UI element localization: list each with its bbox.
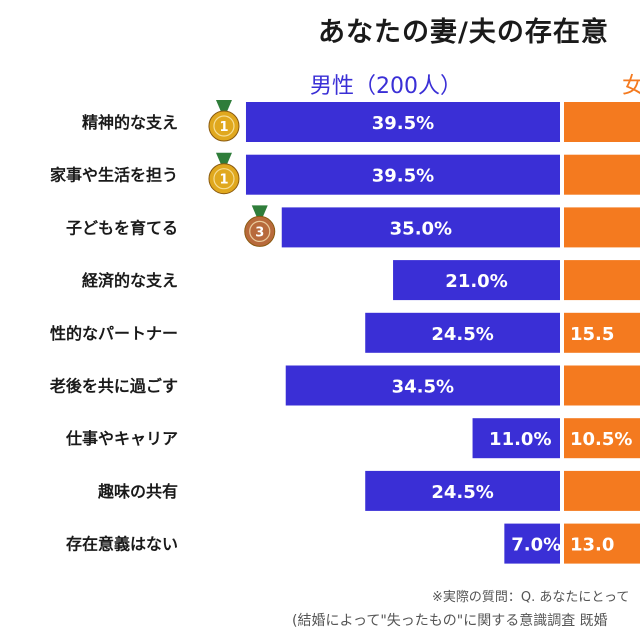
data-label-male: 34.5% <box>392 377 454 398</box>
medal-rank: 1 <box>219 173 228 188</box>
bar-male <box>365 470 560 511</box>
data-label-male: 21.0% <box>445 271 507 292</box>
category-label: 家事や生活を担う <box>50 166 178 185</box>
data-label-male: 24.5% <box>431 324 493 345</box>
category-label: 老後を共に過ごす <box>49 377 178 396</box>
data-label-male: 24.5% <box>431 482 493 503</box>
bar-female <box>564 312 640 353</box>
data-label-female: 10.5% <box>570 429 632 450</box>
bar-male <box>504 523 560 564</box>
bar-male <box>393 260 560 301</box>
bar-male <box>285 365 560 406</box>
bar-female <box>564 260 640 301</box>
medal-ring <box>213 115 235 137</box>
chart-title: あなたの妻/夫の存在意 <box>318 17 609 48</box>
data-label-male: 7.0% <box>511 535 561 556</box>
data-label-female: 13.0 <box>570 535 614 556</box>
data-label-male: 11.0% <box>489 429 551 450</box>
medal-gold-icon <box>208 110 240 142</box>
bar-female <box>564 418 640 459</box>
category-label: 存在意義はない <box>66 535 178 554</box>
footnote-source: (結婚によって"失ったもの"に関する意識調査 既婚 <box>292 613 608 629</box>
data-label-female: 15.5 <box>570 324 614 345</box>
medal-rank: 3 <box>255 225 264 240</box>
footnote-question: ※実際の質問：Q. あなたにとって <box>432 590 630 605</box>
medal-gold-icon <box>208 163 240 195</box>
medal-ribbon-icon <box>215 152 232 167</box>
bar-male <box>365 312 560 353</box>
bar-female <box>564 154 640 195</box>
medal-ring <box>249 220 271 242</box>
bar-female <box>564 523 640 564</box>
category-label: 仕事やキャリア <box>65 429 178 448</box>
bar-female <box>564 102 640 142</box>
bar-male <box>245 154 560 195</box>
bar-male <box>245 102 560 142</box>
legend-female: 女 <box>622 74 640 99</box>
bar-male <box>472 418 560 459</box>
bar-female <box>564 470 640 511</box>
medal-bronze-icon <box>244 215 276 247</box>
bar-female <box>564 207 640 248</box>
bar-male <box>281 207 560 248</box>
data-label-male: 39.5% <box>372 166 434 187</box>
category-label: 子どもを育てる <box>66 218 178 237</box>
category-label: 精神的な支え <box>82 113 178 132</box>
medal-ribbon-icon <box>215 100 232 114</box>
data-label-male: 35.0% <box>390 218 452 239</box>
category-label: 性的なパートナー <box>50 324 178 343</box>
medal-ring <box>213 168 235 190</box>
medal-rank: 1 <box>219 120 228 135</box>
bar-female <box>564 365 640 406</box>
category-label: 趣味の共有 <box>97 482 178 501</box>
data-label-male: 39.5% <box>372 113 434 134</box>
legend-male: 男性（200人） <box>310 74 462 99</box>
medal-ribbon-icon <box>251 205 268 220</box>
category-label: 経済的な支え <box>82 271 178 290</box>
